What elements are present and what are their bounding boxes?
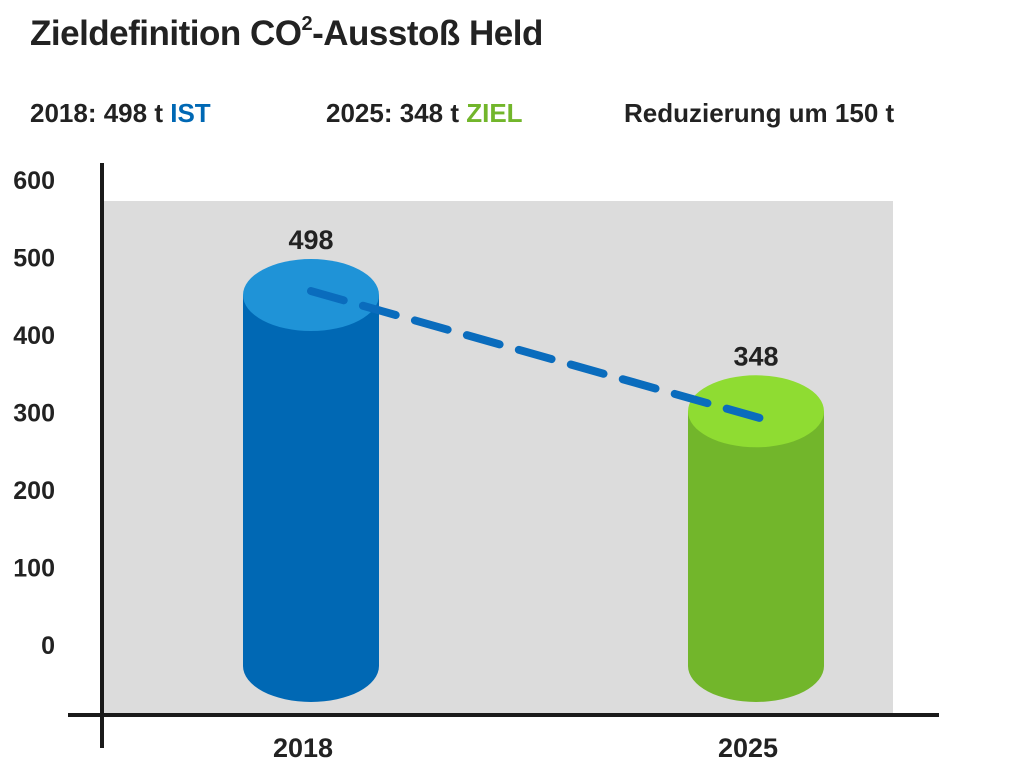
title-main: Zieldefinition CO: [30, 14, 302, 53]
bar-top-2025: [688, 375, 824, 448]
x-tick-label-2018: 2018: [273, 733, 333, 763]
y-tick-label: 200: [13, 477, 55, 505]
y-tick-label: 400: [13, 322, 55, 350]
y-tick-label: 600: [13, 167, 55, 195]
y-tick-label: 300: [13, 400, 55, 428]
subtitle-ziel-tag: ZIEL: [466, 98, 523, 128]
subtitle-ist-tag: IST: [170, 98, 211, 128]
y-tick-label: 0: [41, 632, 55, 660]
y-tick-label: 500: [13, 245, 55, 273]
y-tick-label: 100: [13, 555, 55, 583]
bar-2025: [688, 411, 824, 702]
title-superscript: 2: [301, 13, 313, 36]
title-rest: -Ausstoß Held: [312, 14, 543, 53]
subtitle-reduction: Reduzierung um 150 t: [624, 98, 895, 128]
subtitle-2018: 2018: 498 t IST: [30, 98, 211, 129]
subtitle-2025: 2025: 348 t ZIEL: [326, 98, 523, 129]
subtitle-2025-value: 2025: 348 t: [326, 98, 459, 128]
data-label-2025: 348: [733, 341, 778, 371]
bar-2018: [243, 295, 379, 702]
subtitle-2018-value: 2018: 498 t: [30, 98, 163, 128]
chart-title: Zieldefinition CO2-Ausstoß Held: [30, 14, 543, 54]
trend-line: [307, 287, 772, 425]
data-label-2018: 498: [288, 225, 333, 255]
x-tick-label-2025: 2025: [718, 733, 778, 763]
